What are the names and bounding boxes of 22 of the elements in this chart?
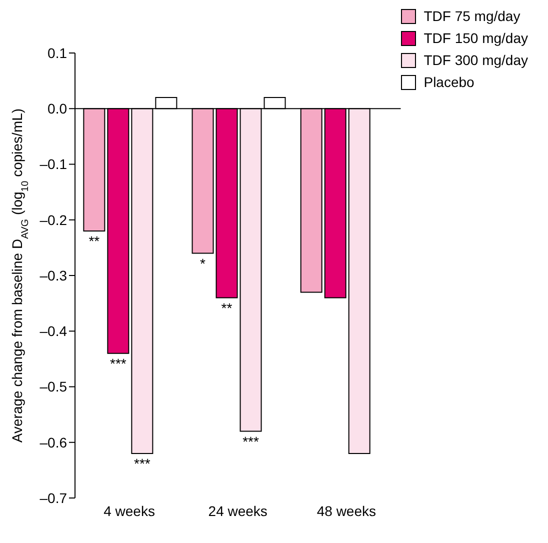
- y-tick-label: –0.7: [40, 490, 68, 506]
- data-label: *: [200, 255, 206, 272]
- x-tick-label: 24 weeks: [208, 502, 268, 519]
- y-tick-label: –0.2: [40, 212, 68, 228]
- x-tick-label: 4 weeks: [104, 502, 155, 519]
- y-tick-label: 0.0: [48, 100, 68, 117]
- legend-label: TDF 300 mg/day: [424, 52, 528, 68]
- y-tick-label: –0.1: [40, 156, 68, 172]
- data-label: ***: [110, 355, 127, 372]
- y-tick-label: –0.6: [40, 434, 68, 450]
- legend-label: TDF 75 mg/day: [424, 8, 520, 24]
- y-tick-label: –0.4: [40, 323, 68, 340]
- legend-label: Placebo: [424, 74, 474, 90]
- y-tick-label: –0.5: [40, 378, 68, 395]
- y-tick-label: –0.3: [40, 267, 68, 284]
- legend-label: TDF 150 mg/day: [424, 30, 528, 46]
- data-label: **: [221, 300, 233, 316]
- y-tick-label: 0.1: [48, 44, 68, 61]
- data-label: ***: [134, 456, 151, 472]
- data-label: ***: [242, 433, 260, 450]
- x-tick-label: 48 weeks: [316, 502, 376, 519]
- data-label: **: [88, 233, 100, 249]
